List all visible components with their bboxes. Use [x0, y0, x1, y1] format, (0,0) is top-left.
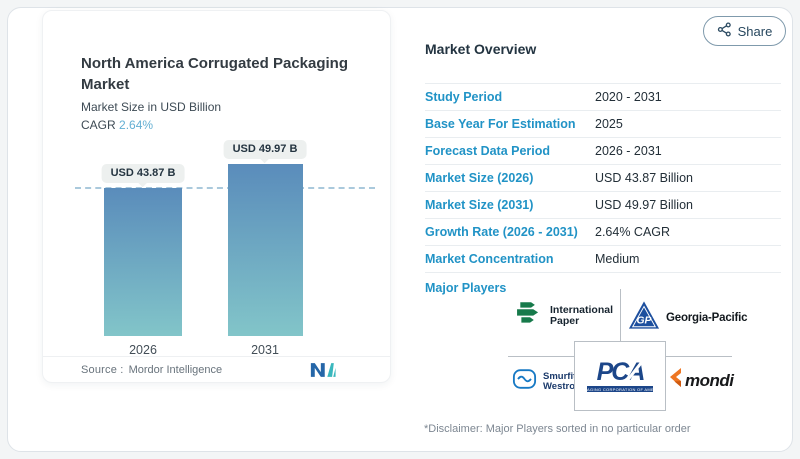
overview-heading: Market Overview: [425, 41, 537, 57]
bar-value-label-2031: USD 49.97 B: [223, 140, 307, 159]
pca-logo: PCA PACKAGING CORPORATION OF AMERICA: [574, 341, 666, 411]
table-row: Base Year For Estimation 2025: [425, 111, 781, 138]
row-value: Medium: [595, 252, 640, 266]
divider: [620, 289, 621, 341]
row-label: Market Size (2026): [425, 171, 534, 185]
international-paper-icon: [516, 301, 544, 331]
share-label: Share: [737, 23, 773, 39]
divider: [666, 356, 732, 357]
table-row: Forecast Data Period 2026 - 2031: [425, 138, 781, 165]
georgia-pacific-name: Georgia-Pacific: [666, 311, 748, 324]
share-icon: [717, 22, 732, 40]
smurfit-westrock-logo: Smurfit Westrock: [512, 367, 586, 396]
table-row: Growth Rate (2026 - 2031) 2.64% CAGR: [425, 219, 781, 246]
divider: [508, 356, 574, 357]
source-row: Source : Mordor Intelligence: [43, 356, 390, 382]
mordor-intelligence-logo-icon: [310, 362, 336, 378]
row-value: 2020 - 2031: [595, 90, 662, 104]
mondi-logo: mondi: [668, 367, 734, 394]
row-label: Market Size (2031): [425, 198, 534, 212]
row-value: 2026 - 2031: [595, 144, 662, 158]
row-label: Forecast Data Period: [425, 144, 551, 158]
row-value: USD 49.97 Billion: [595, 198, 693, 212]
cagr-value: 2.64%: [119, 118, 154, 132]
logo-text-line: Smurfit: [543, 370, 577, 382]
bar-2026: [104, 188, 182, 336]
row-label: Growth Rate (2026 - 2031): [425, 225, 578, 239]
table-row: Market Size (2026) USD 43.87 Billion: [425, 165, 781, 192]
smurfit-westrock-name: Smurfit Westrock: [543, 370, 586, 392]
mondi-icon: [668, 367, 682, 394]
logo-text-line: International: [550, 304, 614, 316]
x-axis-label-2031: 2031: [251, 343, 279, 357]
pca-tagline: PACKAGING CORPORATION OF AMERICA: [575, 386, 665, 392]
bar-chart: USD 43.87 B USD 49.97 B 2026 2031: [43, 11, 390, 382]
logo-text-line: Westrock: [543, 380, 586, 392]
table-row: Study Period 2020 - 2031: [425, 84, 781, 111]
mondi-name: mondi: [685, 370, 734, 390]
x-axis-label-2026: 2026: [129, 343, 157, 357]
international-paper-logo: International Paper: [516, 301, 613, 331]
georgia-pacific-icon: GP: [628, 300, 660, 335]
bar-value-label-2026: USD 43.87 B: [101, 164, 185, 183]
row-value: 2025: [595, 117, 623, 131]
cagr-line: CAGR 2.64%: [81, 118, 153, 132]
source-name: Mordor Intelligence: [128, 363, 223, 376]
pca-wordmark: PCA: [596, 358, 646, 386]
chart-card: North America Corrugated Packaging Marke…: [42, 10, 391, 383]
source-label: Source :: [81, 363, 124, 376]
row-label: Market Concentration: [425, 252, 554, 266]
international-paper-name: International Paper: [550, 305, 613, 327]
dashed-reference-line: [75, 187, 375, 189]
row-value: 2.64% CAGR: [595, 225, 671, 239]
table-row: Market Size (2031) USD 49.97 Billion: [425, 192, 781, 219]
major-players-label: Major Players: [425, 281, 507, 295]
gp-monogram: GP: [637, 315, 652, 326]
logo-text-line: Paper: [550, 315, 580, 327]
share-button[interactable]: Share: [703, 16, 786, 46]
row-label: Base Year For Estimation: [425, 117, 576, 131]
row-value: USD 43.87 Billion: [595, 171, 693, 185]
georgia-pacific-logo: GP Georgia-Pacific: [628, 300, 748, 335]
chart-title: North America Corrugated Packaging Marke…: [81, 55, 349, 93]
bar-2031: [228, 164, 303, 336]
chart-subtitle: Market Size in USD Billion: [81, 100, 222, 114]
smurfit-westrock-icon: [512, 367, 537, 396]
table-row: Market Concentration Medium: [425, 246, 781, 273]
row-label: Study Period: [425, 90, 503, 104]
pca-wordmark-text: PCA: [596, 358, 646, 386]
pca-tagline-bar: PACKAGING CORPORATION OF AMERICA: [575, 386, 664, 392]
disclaimer: *Disclaimer: Major Players sorted in no …: [424, 423, 691, 435]
facts-table: Study Period 2020 - 2031 Base Year For E…: [425, 83, 781, 273]
cagr-label: CAGR: [81, 118, 116, 132]
